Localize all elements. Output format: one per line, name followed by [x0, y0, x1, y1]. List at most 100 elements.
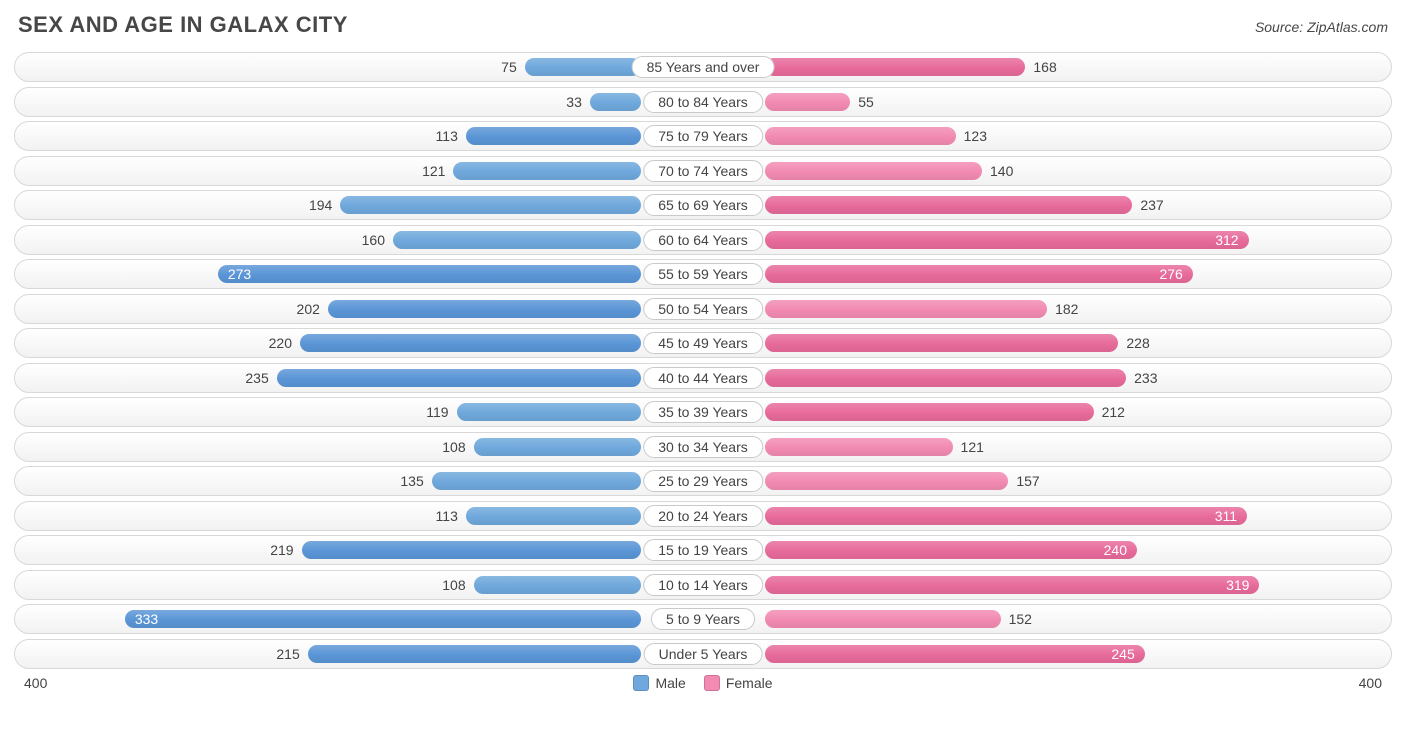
chart-row: 11921235 to 39 Years	[14, 397, 1392, 427]
chart-header: SEX AND AGE IN GALAX CITY Source: ZipAtl…	[14, 12, 1392, 38]
male-bar	[474, 438, 641, 456]
chart-row: 33 55 80 to 84 Years	[14, 87, 1392, 117]
female-bar	[765, 541, 1137, 559]
chart-row: 113 311 20 to 24 Years	[14, 501, 1392, 531]
male-value: 33	[566, 94, 582, 110]
legend-swatch-female	[704, 675, 720, 691]
age-label: 30 to 34 Years	[643, 436, 763, 458]
age-label: 35 to 39 Years	[643, 401, 763, 423]
female-value: 152	[1009, 611, 1032, 627]
male-bar	[453, 162, 641, 180]
pyramid-chart: 75 168 85 Years and over 33 55 80 to 84 Years…	[14, 52, 1392, 669]
axis-max-right: 400	[1359, 675, 1382, 691]
female-bar	[765, 231, 1249, 249]
chart-row: 160 312 60 to 64 Years	[14, 225, 1392, 255]
age-label: 15 to 19 Years	[643, 539, 763, 561]
male-value: 235	[245, 370, 268, 386]
female-value: 311	[1215, 508, 1237, 524]
age-label: 20 to 24 Years	[643, 505, 763, 527]
female-bar	[765, 265, 1193, 283]
female-value: 240	[1104, 542, 1127, 558]
age-label: 70 to 74 Years	[643, 160, 763, 182]
female-bar	[765, 472, 1008, 490]
female-value: 245	[1111, 646, 1134, 662]
age-label: 80 to 84 Years	[643, 91, 763, 113]
female-bar	[765, 93, 850, 111]
male-value: 135	[400, 473, 423, 489]
male-value: 202	[297, 301, 320, 317]
chart-title: SEX AND AGE IN GALAX CITY	[18, 12, 348, 38]
chart-row: 121 140 70 to 74 Years	[14, 156, 1392, 186]
male-value: 108	[442, 439, 465, 455]
male-bar	[328, 300, 641, 318]
male-bar	[302, 541, 641, 559]
male-bar	[590, 93, 641, 111]
male-bar	[218, 265, 641, 283]
legend: Male Female	[633, 675, 772, 691]
female-value: 276	[1159, 266, 1182, 282]
male-value: 333	[135, 611, 158, 627]
age-label: 50 to 54 Years	[643, 298, 763, 320]
chart-row: 11312375 to 79 Years	[14, 121, 1392, 151]
male-value: 220	[269, 335, 292, 351]
female-bar	[765, 438, 953, 456]
female-value: 182	[1055, 301, 1078, 317]
female-value: 228	[1126, 335, 1149, 351]
male-bar	[308, 645, 641, 663]
female-bar	[765, 576, 1259, 594]
chart-row: 333 152 5 to 9 Years	[14, 604, 1392, 634]
chart-row: 10831910 to 14 Years	[14, 570, 1392, 600]
female-value: 168	[1033, 59, 1056, 75]
female-value: 237	[1140, 197, 1163, 213]
male-value: 108	[442, 577, 465, 593]
chart-row: 215245Under 5 Years	[14, 639, 1392, 669]
age-label: 75 to 79 Years	[643, 125, 763, 147]
male-bar	[432, 472, 641, 490]
legend-label-male: Male	[655, 675, 685, 691]
male-bar	[466, 127, 641, 145]
female-bar	[765, 127, 956, 145]
age-label: 5 to 9 Years	[651, 608, 755, 630]
legend-item-male: Male	[633, 675, 685, 691]
axis-max-left: 400	[24, 675, 47, 691]
female-value: 233	[1134, 370, 1157, 386]
male-value: 75	[501, 59, 517, 75]
chart-row: 75 168 85 Years and over	[14, 52, 1392, 82]
male-value: 160	[362, 232, 385, 248]
chart-source: Source: ZipAtlas.com	[1255, 19, 1388, 35]
female-value: 140	[990, 163, 1013, 179]
age-label: Under 5 Years	[644, 643, 763, 665]
male-bar	[340, 196, 641, 214]
male-value: 113	[436, 128, 458, 144]
female-value: 121	[961, 439, 984, 455]
legend-item-female: Female	[704, 675, 773, 691]
female-value: 55	[858, 94, 874, 110]
female-bar	[765, 300, 1047, 318]
male-value: 194	[309, 197, 332, 213]
female-bar	[765, 610, 1001, 628]
female-bar	[765, 403, 1094, 421]
age-label: 60 to 64 Years	[643, 229, 763, 251]
male-value: 121	[422, 163, 445, 179]
female-bar	[765, 58, 1025, 76]
male-bar	[125, 610, 641, 628]
female-value: 319	[1226, 577, 1249, 593]
female-value: 157	[1016, 473, 1039, 489]
male-value: 273	[228, 266, 251, 282]
legend-label-female: Female	[726, 675, 773, 691]
male-bar	[466, 507, 641, 525]
female-bar	[765, 645, 1145, 663]
chart-row: 108 121 30 to 34 Years	[14, 432, 1392, 462]
male-value: 119	[426, 404, 448, 420]
male-bar	[393, 231, 641, 249]
chart-row: 23523340 to 44 Years	[14, 363, 1392, 393]
female-bar	[765, 507, 1247, 525]
age-label: 55 to 59 Years	[643, 263, 763, 285]
female-value: 312	[1215, 232, 1238, 248]
female-bar	[765, 196, 1132, 214]
legend-swatch-male	[633, 675, 649, 691]
male-bar	[457, 403, 641, 421]
male-value: 113	[436, 508, 458, 524]
age-label: 85 Years and over	[632, 56, 775, 78]
age-label: 25 to 29 Years	[643, 470, 763, 492]
